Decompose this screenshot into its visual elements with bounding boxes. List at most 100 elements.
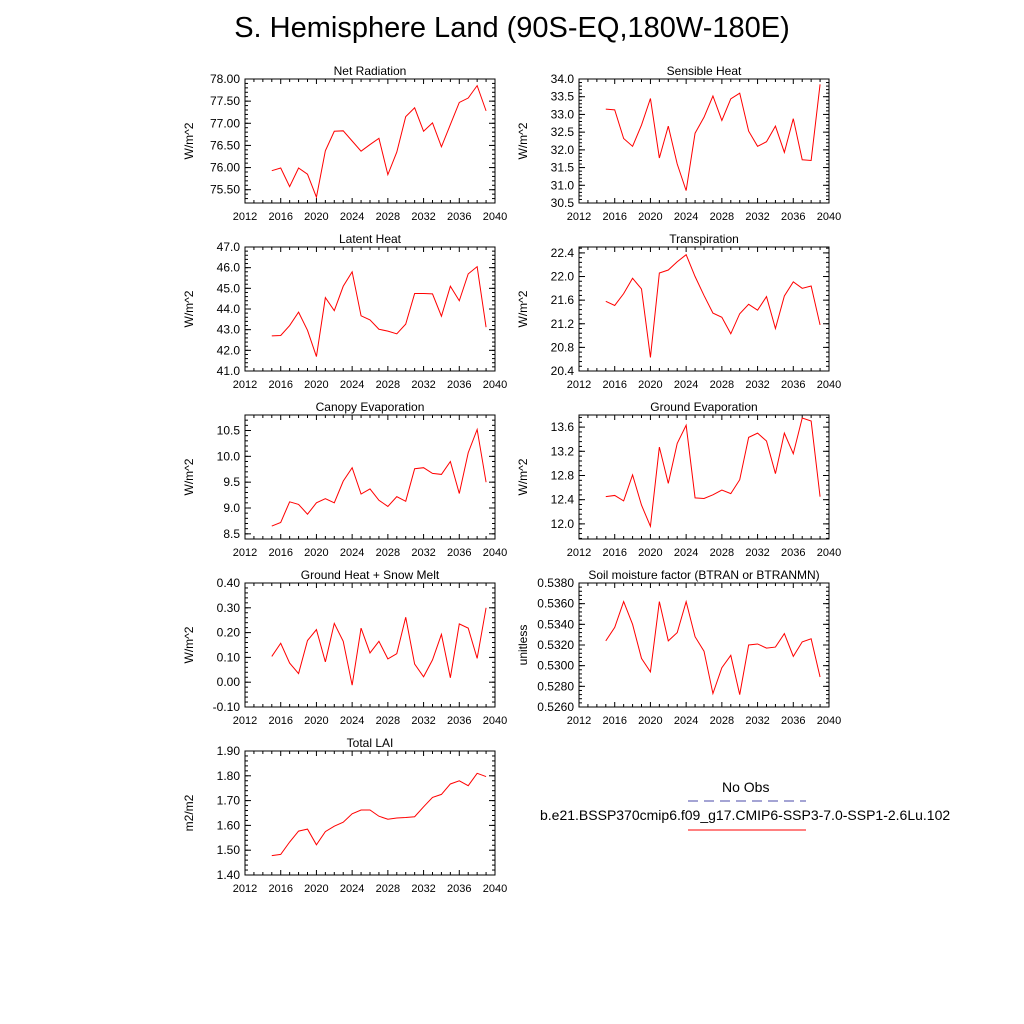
x-tick-label: 2040 <box>483 211 507 223</box>
y-axis-label: W/m^2 <box>182 290 196 327</box>
x-tick-label: 2016 <box>268 883 292 895</box>
x-tick-label: 2024 <box>340 883 364 895</box>
y-tick-label: 0.5300 <box>537 659 574 673</box>
y-axis-label: m2/m2 <box>182 794 196 831</box>
y-tick-label: 41.0 <box>217 364 241 378</box>
x-tick-label: 2016 <box>268 547 292 559</box>
y-tick-label: 30.5 <box>551 196 575 210</box>
x-tick-label: 2016 <box>268 379 292 391</box>
chart-panel: 2012 2016 2020 2024 2028 2032 2036 2040 1.40 1.50… <box>182 736 507 895</box>
chart-title: Ground Evaporation <box>650 400 757 414</box>
y-tick-label: 10.0 <box>217 449 241 463</box>
x-tick-label: 2032 <box>411 379 435 391</box>
x-tick-label: 2020 <box>638 547 662 559</box>
chart-title: Ground Heat + Snow Melt <box>301 568 440 582</box>
y-tick-label: 32.0 <box>551 143 575 157</box>
y-axis-label: W/m^2 <box>516 122 530 159</box>
series-line <box>271 607 487 686</box>
y-axis-label: W/m^2 <box>182 626 196 663</box>
y-tick-label: 1.50 <box>217 843 241 857</box>
x-tick-label: 2012 <box>233 211 257 223</box>
chart-title: Net Radiation <box>334 64 407 78</box>
y-tick-label: 47.0 <box>217 240 241 254</box>
series-line <box>605 84 821 191</box>
x-tick-label: 2032 <box>745 547 769 559</box>
y-tick-label: 21.6 <box>551 293 575 307</box>
y-tick-label: 0.00 <box>217 675 241 689</box>
x-tick-label: 2012 <box>567 547 591 559</box>
series-line <box>271 427 487 527</box>
y-tick-label: -0.10 <box>213 700 241 714</box>
y-tick-label: 13.6 <box>551 420 575 434</box>
y-axis-label: W/m^2 <box>516 290 530 327</box>
x-tick-label: 2020 <box>638 715 662 727</box>
chart-panel: 2012 2016 2020 2024 2028 2032 2036 2040 41.0 42.0… <box>182 232 507 391</box>
y-tick-label: 46.0 <box>217 261 241 275</box>
y-axis-label: unitless <box>516 625 530 666</box>
x-tick-label: 2040 <box>483 547 507 559</box>
x-tick-label: 2036 <box>781 211 805 223</box>
x-tick-label: 2036 <box>447 715 471 727</box>
x-tick-label: 2020 <box>304 547 328 559</box>
y-tick-label: 0.5280 <box>537 679 574 693</box>
x-tick-label: 2012 <box>567 211 591 223</box>
x-tick-label: 2012 <box>233 883 257 895</box>
y-tick-label: 22.0 <box>551 270 575 284</box>
x-tick-label: 2024 <box>674 379 698 391</box>
x-tick-label: 2040 <box>817 379 841 391</box>
chart-title: Soil moisture factor (BTRAN or BTRANMN) <box>588 568 819 582</box>
x-tick-label: 2028 <box>376 211 400 223</box>
plot-frame <box>578 246 830 372</box>
x-tick-label: 2024 <box>340 547 364 559</box>
y-tick-label: 22.4 <box>551 246 575 260</box>
y-tick-label: 9.5 <box>223 475 240 489</box>
plot-frame <box>244 246 496 372</box>
x-tick-label: 2032 <box>745 715 769 727</box>
chart-panel: 2012 2016 2020 2024 2028 2032 2036 2040 8.5 9.0 9.… <box>182 400 507 559</box>
y-tick-label: 0.30 <box>217 601 241 615</box>
y-tick-label: 0.5380 <box>537 576 574 590</box>
chart-panel: 2012 2016 2020 2024 2028 2032 2036 2040 0.5260 0.… <box>516 568 841 727</box>
plot-frame <box>244 750 496 876</box>
plot-frame <box>578 78 830 204</box>
x-tick-label: 2020 <box>304 379 328 391</box>
plot-frame <box>244 78 496 204</box>
y-tick-label: 21.2 <box>551 317 575 331</box>
x-tick-label: 2012 <box>567 715 591 727</box>
y-axis-label: W/m^2 <box>182 458 196 495</box>
x-tick-label: 2012 <box>233 379 257 391</box>
x-tick-label: 2028 <box>376 715 400 727</box>
y-tick-label: 42.0 <box>217 343 241 357</box>
x-tick-label: 2032 <box>411 883 435 895</box>
x-tick-label: 2032 <box>745 211 769 223</box>
y-tick-label: 75.50 <box>210 183 240 197</box>
y-tick-label: 0.5360 <box>537 597 574 611</box>
y-tick-label: 0.5320 <box>537 638 574 652</box>
x-tick-label: 2036 <box>781 547 805 559</box>
y-axis-label: W/m^2 <box>516 458 530 495</box>
y-axis-label: W/m^2 <box>182 122 196 159</box>
chart-panel: 2012 2016 2020 2024 2028 2032 2036 2040 -0.10 0.0… <box>182 568 507 727</box>
x-tick-label: 2032 <box>411 715 435 727</box>
x-tick-label: 2028 <box>710 715 734 727</box>
y-tick-label: 20.4 <box>551 364 575 378</box>
x-tick-label: 2024 <box>674 715 698 727</box>
x-tick-label: 2040 <box>817 211 841 223</box>
x-tick-label: 2028 <box>376 547 400 559</box>
chart-title: Transpiration <box>669 232 739 246</box>
x-tick-label: 2032 <box>411 211 435 223</box>
y-tick-label: 34.0 <box>551 72 575 86</box>
x-tick-label: 2020 <box>638 211 662 223</box>
x-tick-label: 2020 <box>304 715 328 727</box>
y-tick-label: 0.10 <box>217 650 241 664</box>
x-tick-label: 2016 <box>602 379 626 391</box>
plot-frame <box>578 414 830 540</box>
y-tick-label: 10.5 <box>217 424 241 438</box>
series-line <box>271 772 487 857</box>
series-line <box>271 84 487 200</box>
x-tick-label: 2016 <box>602 211 626 223</box>
y-tick-label: 44.0 <box>217 302 241 316</box>
chart-title: Total LAI <box>347 736 394 750</box>
x-tick-label: 2036 <box>781 715 805 727</box>
x-tick-label: 2012 <box>233 715 257 727</box>
